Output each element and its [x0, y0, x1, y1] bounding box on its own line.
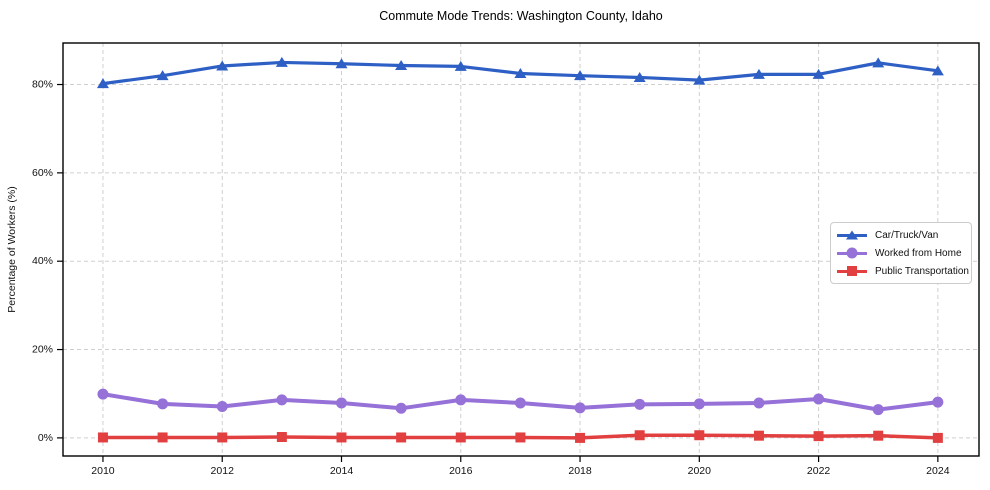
series-worked-from-home: [97, 388, 944, 416]
y-tick-label: 60%: [32, 167, 53, 179]
y-axis-title: Percentage of Workers (%): [6, 186, 18, 312]
gridlines: [63, 43, 979, 456]
legend-item-worked-from-home: Worked from Home: [837, 244, 963, 262]
triangle-marker-icon: [837, 229, 867, 241]
x-tick-label: 2022: [807, 465, 831, 477]
x-tick-label: 2010: [91, 465, 115, 477]
legend-item-car-truck-van: Car/Truck/Van: [837, 226, 963, 244]
x-tick-label: 2020: [688, 465, 712, 477]
x-tick-label: 2012: [211, 465, 235, 477]
y-tick-label: 20%: [32, 344, 53, 356]
y-tick-label: 80%: [32, 79, 53, 91]
y-tick-label: 40%: [32, 255, 53, 267]
x-tick-label: 2014: [330, 465, 354, 477]
series-public-transportation: [97, 430, 943, 443]
legend-label: Public Transportation: [875, 265, 969, 277]
series-car-truck-van: [96, 56, 944, 89]
y-axis: 0% 20% 40% 60% 80%: [32, 79, 63, 444]
legend-item-public-transportation: Public Transportation: [837, 262, 969, 280]
x-tick-label: 2018: [568, 465, 592, 477]
square-marker-icon: [837, 265, 867, 277]
legend-label: Worked from Home: [875, 247, 962, 259]
chart-title: Commute Mode Trends: Washington County, …: [379, 9, 663, 23]
x-axis: 2010 2012 2014 2016 2018 2020 2022 2024: [91, 456, 950, 477]
legend-label: Car/Truck/Van: [875, 229, 939, 241]
x-tick-label: 2024: [926, 465, 950, 477]
circle-marker-icon: [837, 247, 867, 259]
x-tick-label: 2016: [449, 465, 473, 477]
legend: Car/Truck/Van Worked from Home Public Tran…: [830, 222, 972, 284]
y-tick-label: 0%: [38, 432, 53, 444]
plot-border: [62, 42, 980, 457]
